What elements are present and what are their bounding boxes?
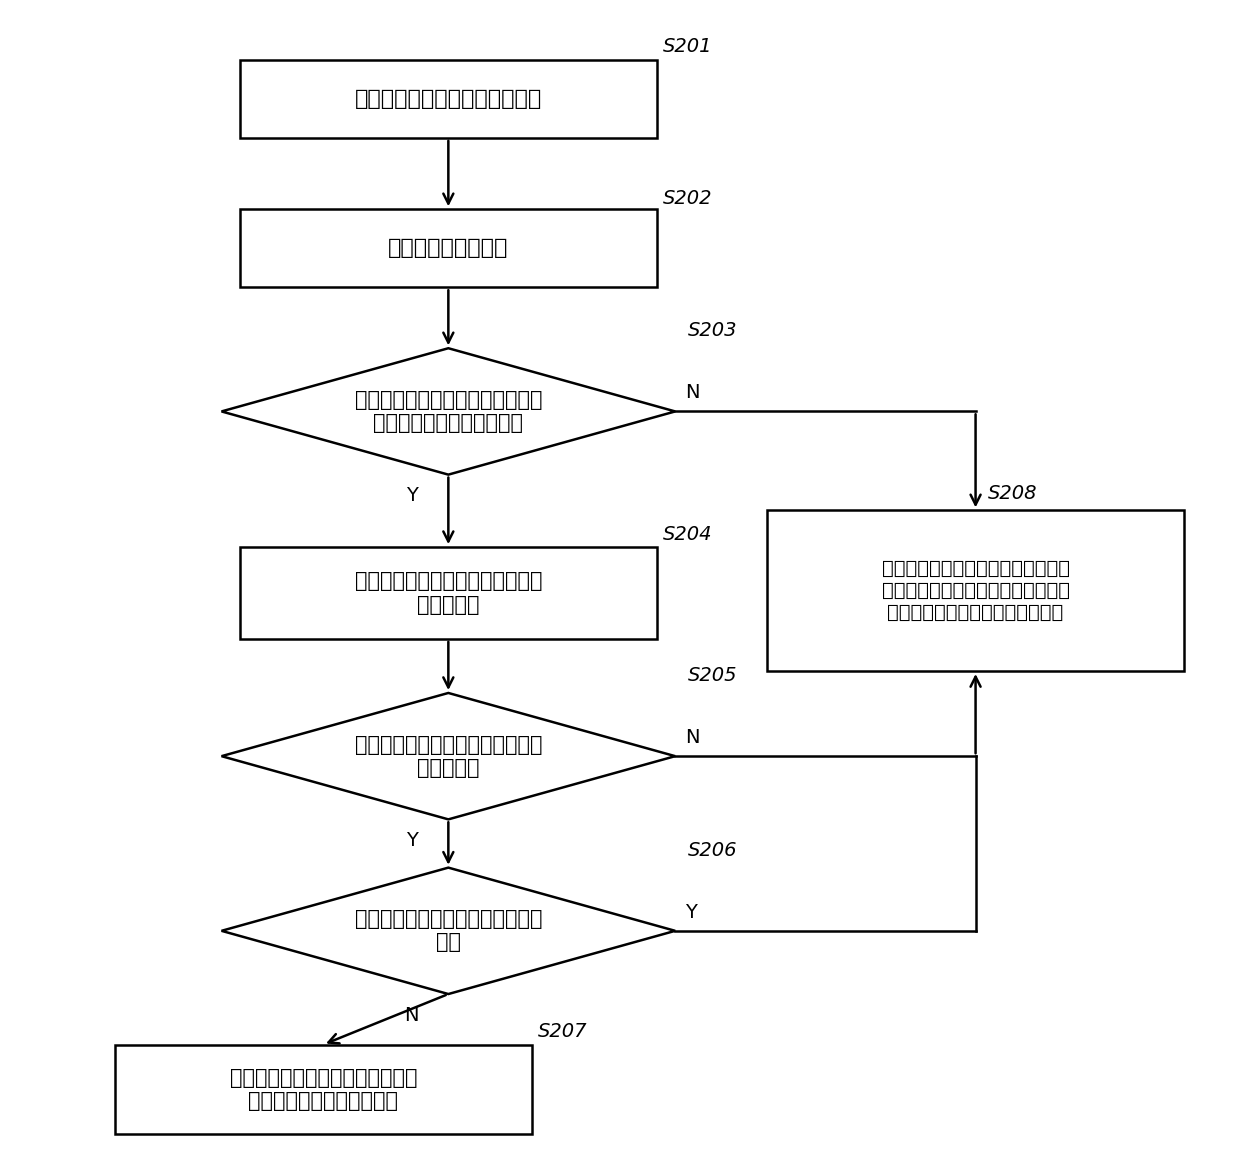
Text: S207: S207 bbox=[538, 1022, 588, 1041]
Text: 获取待扫描文件的当前属性信息: 获取待扫描文件的当前属性信息 bbox=[355, 88, 542, 109]
Polygon shape bbox=[222, 868, 675, 994]
Text: 通过当前属性信息计算待扫描文件的
当前特征信息，并存入本地缓存数据
库作为下次扫描的已扫描特征信息: 通过当前属性信息计算待扫描文件的 当前特征信息，并存入本地缓存数据 库作为下次扫… bbox=[882, 559, 1070, 622]
Text: N: N bbox=[684, 728, 699, 747]
Bar bbox=[239, 547, 657, 638]
Text: S202: S202 bbox=[663, 190, 713, 208]
Text: Y: Y bbox=[405, 486, 418, 505]
Text: 判断已扫描属性信息与当前属性信
息是否一致: 判断已扫描属性信息与当前属性信 息是否一致 bbox=[355, 735, 542, 778]
Text: 访问本地缓存数据库: 访问本地缓存数据库 bbox=[388, 238, 508, 258]
Text: S206: S206 bbox=[687, 841, 737, 859]
Text: S201: S201 bbox=[663, 37, 713, 56]
Text: S208: S208 bbox=[988, 484, 1038, 504]
Bar bbox=[768, 511, 1184, 671]
Text: 判断已扫描特征信息是否包含无效
标志: 判断已扫描特征信息是否包含无效 标志 bbox=[355, 909, 542, 952]
Polygon shape bbox=[222, 348, 675, 475]
Text: Y: Y bbox=[684, 902, 697, 921]
Text: S203: S203 bbox=[687, 321, 737, 341]
Bar bbox=[115, 1044, 532, 1134]
Text: Y: Y bbox=[405, 830, 418, 850]
Polygon shape bbox=[222, 693, 675, 820]
Text: 解析所述已扫描特征信息得到已扫
描属性信息: 解析所述已扫描特征信息得到已扫 描属性信息 bbox=[355, 571, 542, 614]
Text: S205: S205 bbox=[687, 666, 737, 685]
Text: N: N bbox=[404, 1006, 419, 1025]
Text: S204: S204 bbox=[663, 525, 713, 543]
Bar bbox=[239, 209, 657, 287]
Bar bbox=[239, 59, 657, 138]
Text: N: N bbox=[684, 384, 699, 402]
Text: 判断本地缓存数据库中是否存在待
扫描文件的已扫描特征信息: 判断本地缓存数据库中是否存在待 扫描文件的已扫描特征信息 bbox=[355, 390, 542, 433]
Text: 读取所述已扫描特征信息作为所述
待扫描文件的当前特征信息: 读取所述已扫描特征信息作为所述 待扫描文件的当前特征信息 bbox=[229, 1068, 417, 1111]
